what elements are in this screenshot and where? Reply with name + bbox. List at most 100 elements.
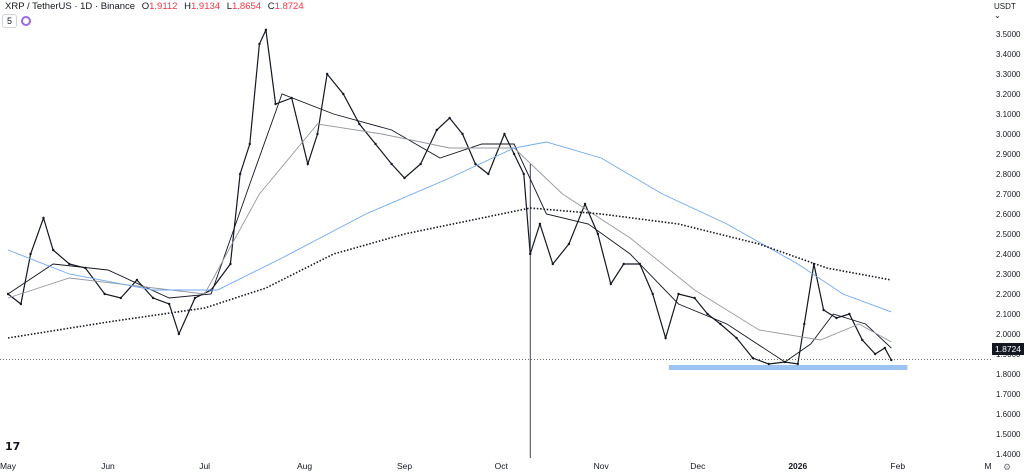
y-tick-label: 3.3000 [996, 70, 1021, 79]
price-point [622, 262, 625, 266]
y-tick-label: 2.6000 [996, 210, 1021, 219]
close-value: 1.8724 [274, 1, 304, 12]
high-value: 1.9134 [190, 1, 221, 12]
symbol-title[interactable]: XRP / TetherUS · 1D · Binance [5, 1, 136, 12]
y-tick-label: 2.0000 [996, 330, 1021, 339]
price-point [664, 336, 667, 340]
price-point [706, 312, 709, 316]
x-tick-label: Nov [594, 461, 610, 471]
low-label: L [226, 1, 232, 12]
price-point [403, 176, 406, 180]
price-point [822, 308, 825, 312]
x-tick-label: Feb [890, 461, 905, 471]
price-point [42, 216, 45, 220]
price-point [538, 222, 542, 226]
price-point [325, 72, 329, 76]
price-point [435, 128, 438, 132]
price-point [861, 338, 864, 342]
settings-icon[interactable]: ⚙ [1003, 462, 1012, 472]
x-tick-label: Dec [690, 461, 706, 471]
price-point [238, 172, 242, 176]
support-zone[interactable] [668, 365, 908, 370]
price-line[interactable] [7, 27, 892, 365]
y-tick-label: 2.8000 [996, 170, 1021, 179]
price-point [419, 162, 422, 166]
y-tick-label: 1.6000 [996, 410, 1021, 419]
x-tick-label: Sep [397, 461, 412, 471]
y-tick-label: 3.1000 [996, 110, 1021, 119]
low-value: 1.8654 [231, 1, 262, 12]
ohlc-values: O1.9112 H1.9134 L1.8654 C1.8724 [138, 1, 304, 12]
price-point [522, 172, 525, 176]
price-point [503, 132, 506, 136]
y-tick-label: 2.9000 [996, 150, 1021, 159]
x-tick-label: Jun [101, 461, 115, 471]
indicator-row: 5 [2, 14, 32, 28]
price-point [135, 278, 139, 282]
moving-average-line[interactable] [7, 93, 892, 363]
y-tick-label: 3.2000 [996, 90, 1021, 99]
price-point [151, 296, 155, 300]
price-point [342, 92, 345, 96]
price-point [835, 316, 838, 320]
y-tick-label: 2.5000 [996, 230, 1021, 239]
x-tick-label: M [984, 461, 991, 471]
currency-selector[interactable]: USDT ⌄ [994, 2, 1016, 20]
price-point [264, 28, 268, 32]
price-point [767, 362, 770, 366]
high-label: H [184, 1, 191, 12]
tradingview-logo-icon[interactable]: 17 [5, 440, 21, 453]
price-point [848, 312, 851, 316]
price-point [177, 332, 181, 336]
price-point [567, 242, 571, 246]
x-tick-label: Jul [199, 461, 210, 471]
chart-legend: XRP / TetherUS · 1D · Binance O1.9112 H1… [5, 1, 304, 12]
price-point [677, 292, 680, 296]
indicator-toggle-icon[interactable] [21, 16, 32, 26]
y-tick-label: 3.0000 [996, 130, 1021, 139]
price-point [51, 248, 55, 252]
y-tick-label: 1.4000 [996, 450, 1021, 459]
price-point [316, 132, 319, 136]
price-point [448, 116, 451, 120]
x-tick-label: 2026 [788, 461, 807, 471]
price-point [19, 302, 23, 306]
y-tick-label: 3.5000 [996, 30, 1021, 39]
price-point [719, 322, 722, 326]
price-point [890, 358, 893, 362]
price-point [29, 252, 32, 256]
price-point [751, 356, 754, 360]
price-point [258, 42, 261, 46]
price-point [609, 282, 613, 286]
price-point [306, 162, 310, 166]
y-tick-label: 1.8000 [996, 370, 1021, 379]
moving-average-line[interactable] [7, 207, 892, 339]
price-point [390, 162, 393, 166]
x-tick-label: May [0, 461, 17, 471]
price-point [693, 296, 696, 300]
y-tick-label: 1.5000 [996, 430, 1021, 439]
close-label: C [267, 1, 275, 12]
price-point [68, 262, 71, 266]
open-value: 1.9112 [149, 1, 178, 12]
price-point [167, 302, 171, 306]
price-point [193, 296, 197, 300]
x-tick-label: Aug [297, 461, 312, 471]
price-point [735, 336, 738, 340]
price-point [274, 102, 277, 106]
price-point [873, 352, 877, 356]
price-point [583, 202, 587, 206]
price-point [551, 262, 555, 266]
moving-average-line[interactable] [7, 141, 892, 313]
indicator-count[interactable]: 5 [2, 14, 18, 28]
y-tick-label: 2.3000 [996, 270, 1021, 279]
price-point [596, 232, 600, 236]
price-point [461, 132, 464, 136]
y-tick-label: 3.4000 [996, 50, 1021, 59]
open-label: O [141, 1, 150, 12]
moving-average-line[interactable] [7, 123, 892, 343]
price-point [374, 142, 377, 146]
y-tick-label: 2.1000 [996, 310, 1021, 319]
price-point [487, 172, 490, 176]
